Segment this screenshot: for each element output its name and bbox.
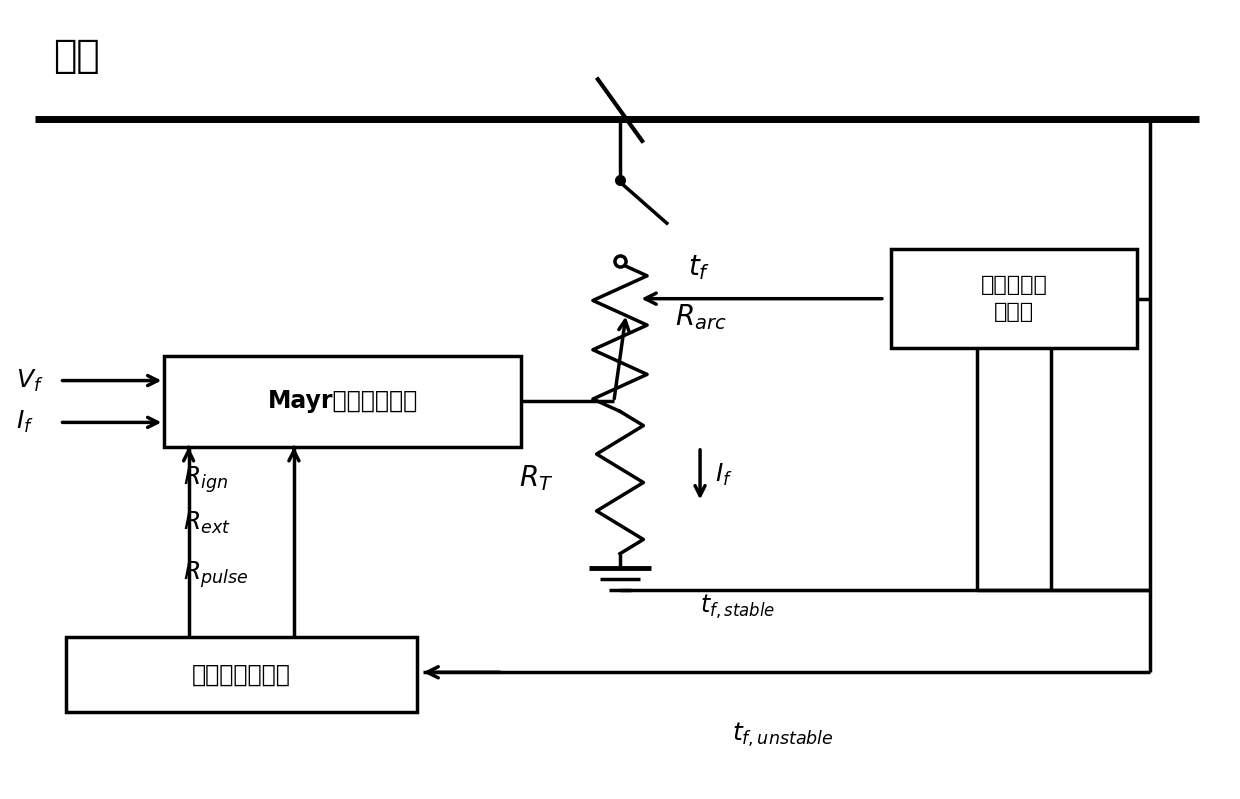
Text: 随机性控制模块: 随机性控制模块: [192, 662, 290, 686]
Text: $R_{pulse}$: $R_{pulse}$: [182, 559, 248, 590]
Text: 故障时间控
制模块: 故障时间控 制模块: [981, 276, 1048, 322]
Text: $I_f$: $I_f$: [16, 409, 35, 435]
Bar: [164, 356, 522, 447]
Text: $R_T$: $R_T$: [520, 463, 553, 494]
Text: Mayr电弧模型模块: Mayr电弧模型模块: [268, 389, 418, 413]
Text: $V_f$: $V_f$: [16, 368, 43, 394]
Text: $R_{arc}$: $R_{arc}$: [676, 303, 727, 332]
Text: $R_{ext}$: $R_{ext}$: [182, 510, 231, 536]
Text: $t_f$: $t_f$: [688, 253, 711, 282]
Text: $R_{ign}$: $R_{ign}$: [182, 464, 228, 495]
Text: 线路: 线路: [53, 37, 100, 74]
Bar: [892, 249, 1137, 348]
Text: $t_{f,stable}$: $t_{f,stable}$: [701, 593, 775, 621]
Text: $I_f$: $I_f$: [714, 462, 733, 487]
Text: $t_{f,unstable}$: $t_{f,unstable}$: [733, 721, 835, 749]
Bar: [66, 637, 417, 712]
